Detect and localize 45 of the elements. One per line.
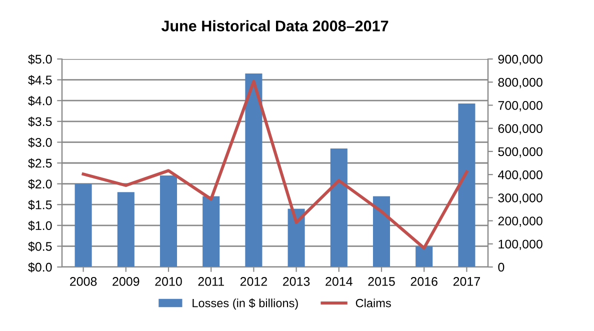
y2-tick-label: 700,000 (498, 101, 542, 112)
y-tick-label: $0.0 (28, 262, 52, 272)
y2-tick-label: 300,000 (498, 193, 542, 204)
y-tick-label: $0.5 (28, 241, 52, 252)
y2-tick-label: 500,000 (498, 147, 542, 158)
y2-tick-label: 0 (498, 262, 504, 272)
legend-label: Losses (in $ billions) (192, 298, 298, 310)
x-tick-label: 2010 (155, 277, 182, 286)
y-tick-label: $4.0 (28, 96, 52, 106)
bar (330, 148, 348, 267)
x-tick-label: 2011 (198, 277, 224, 286)
bar (458, 104, 476, 267)
y2-tick-label: 100,000 (498, 240, 542, 250)
bar (372, 196, 390, 267)
bar (288, 208, 305, 267)
chart-title: June Historical Data 2008–2017 (161, 20, 388, 32)
x-tick-label: 2014 (326, 277, 352, 286)
x-tick-label: 2016 (410, 277, 438, 286)
y-tick-label: $4.5 (28, 75, 52, 86)
x-tick-label: 2012 (240, 277, 267, 286)
bar (245, 74, 262, 267)
y-tick-label: $3.5 (28, 116, 52, 127)
bar (202, 196, 220, 267)
y-tick-label: $1.5 (28, 200, 52, 210)
y2-tick-label: 200,000 (498, 216, 542, 227)
y-tick-label: $2.0 (28, 179, 52, 190)
x-tick-label: 2008 (70, 277, 97, 286)
x-tick-label: 2013 (283, 277, 310, 286)
x-tick-label: 2015 (368, 277, 395, 286)
y-tick-label: $1.0 (28, 220, 52, 231)
y-tick-label: $2.5 (28, 158, 52, 168)
bar (74, 184, 92, 267)
x-tick-label: 2009 (112, 277, 140, 286)
bar (160, 175, 178, 267)
bar (117, 192, 134, 267)
x-tick-label: 2017 (453, 277, 480, 286)
legend-label: Claims (356, 298, 391, 308)
y2-tick-label: 800,000 (498, 78, 542, 88)
line-series (82, 80, 468, 250)
y-tick-label: $5.0 (28, 54, 52, 64)
bar (416, 246, 433, 267)
y2-tick-label: 900,000 (498, 54, 542, 66)
y2-tick-label: 400,000 (498, 170, 542, 181)
y2-tick-label: 600,000 (498, 124, 542, 134)
y-tick-label: $3.0 (28, 137, 52, 148)
